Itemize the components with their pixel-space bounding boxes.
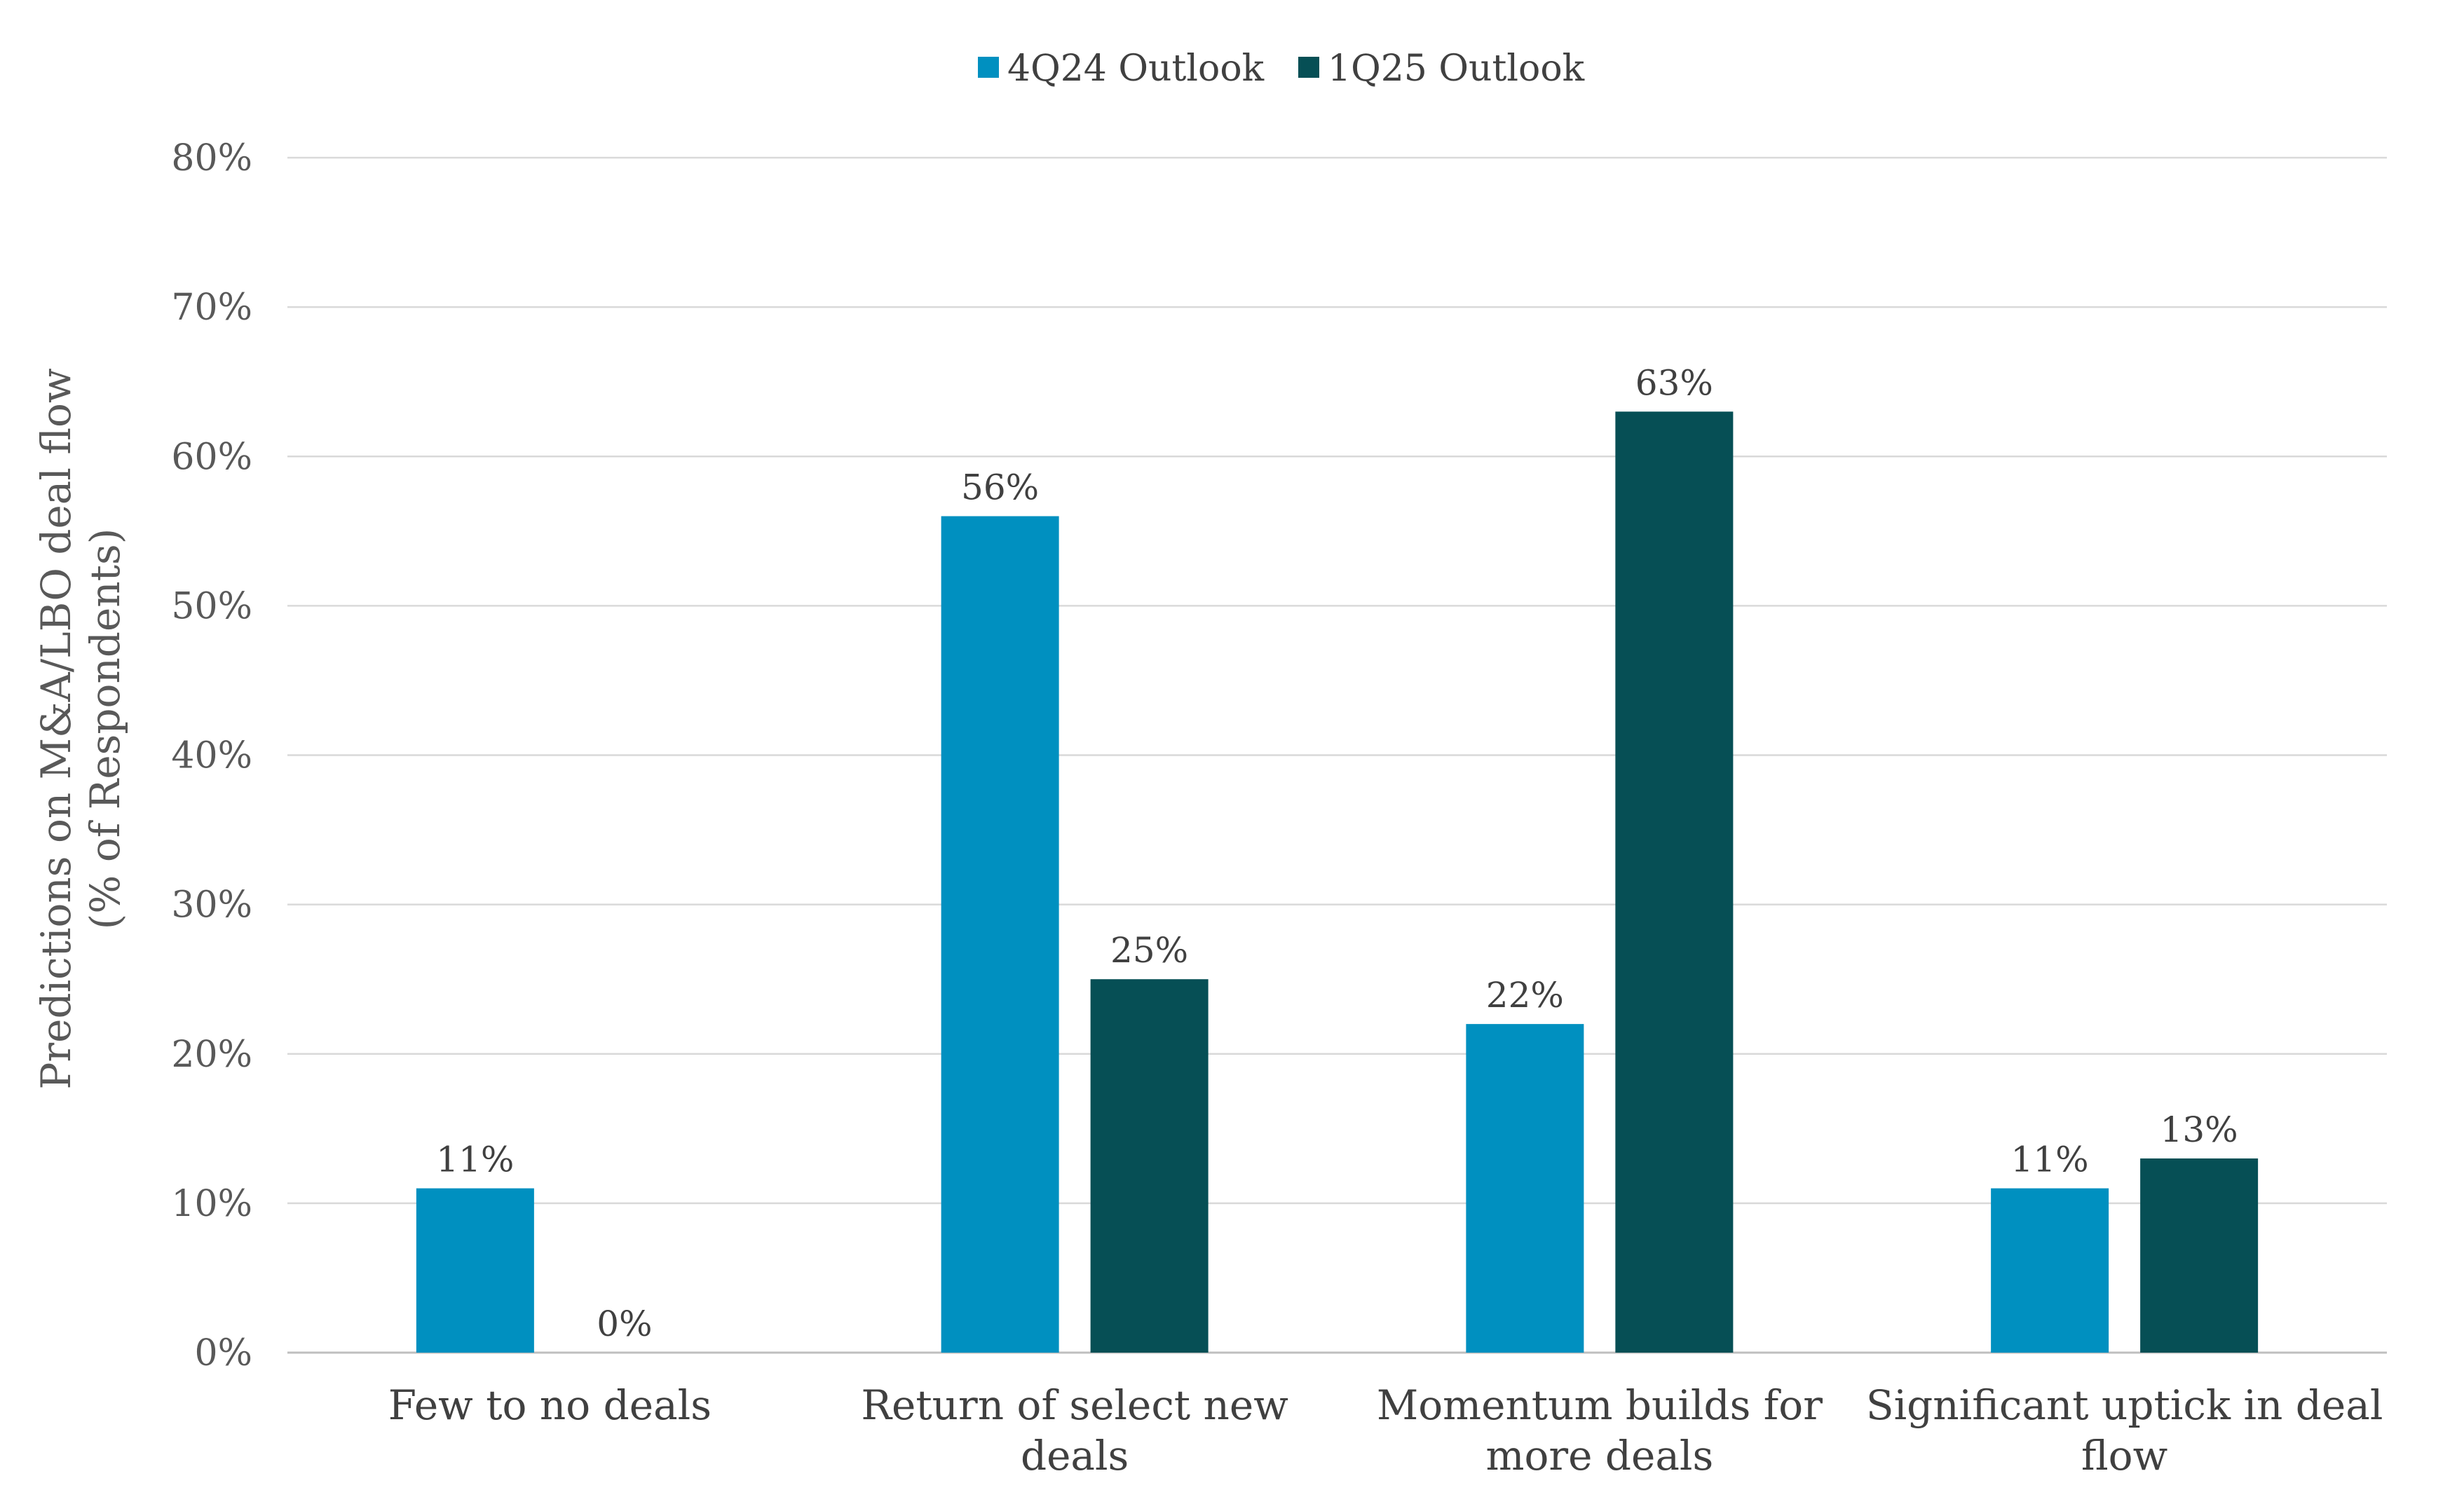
x-category-label: Return of select new deals (861, 1381, 1288, 1479)
bar-series2-cat3 (1615, 411, 1734, 1353)
data-labels: 11% 56% 22% 11% 0% 25% 63% 13% (436, 362, 2238, 1344)
legend-swatch (1298, 57, 1319, 78)
bar-series1-cat1 (416, 1188, 534, 1353)
y-tick-label: 20% (171, 1034, 252, 1076)
data-label: 11% (2011, 1140, 2089, 1180)
y-tick-label: 70% (171, 287, 252, 329)
y-tick-label: 80% (171, 137, 252, 179)
y-tick-label: 10% (171, 1183, 252, 1225)
x-axis-category-labels: Few to no deals Return of select new deals… (388, 1381, 2383, 1479)
y-axis-title: Predictions on M&A/LBO deal flow(% of Re… (32, 368, 129, 1089)
gridlines (287, 156, 2387, 1354)
legend-label: 1Q25 Outlook (1328, 48, 1585, 90)
data-label: 63% (1635, 362, 1713, 403)
bar-series1-cat2 (941, 516, 1059, 1353)
bar-series1-cat3 (1466, 1024, 1584, 1353)
legend: 4Q24 Outlook 1Q25 Outlook (978, 48, 1585, 90)
data-label: 56% (961, 467, 1039, 508)
bar-series1-cat4 (1991, 1188, 2109, 1353)
y-tick-label: 0% (195, 1332, 253, 1374)
bar-series2-cat4 (2140, 1158, 2259, 1353)
bars (416, 411, 2259, 1353)
y-tick-label: 60% (171, 436, 252, 478)
data-label: 22% (1486, 975, 1564, 1016)
data-label: 11% (436, 1140, 514, 1180)
data-label: 0% (597, 1304, 652, 1344)
y-tick-label: 30% (171, 884, 252, 927)
y-tick-label: 40% (171, 735, 252, 777)
legend-label: 4Q24 Outlook (1007, 48, 1265, 90)
x-category-label: Momentum builds for more deals (1377, 1381, 1823, 1479)
x-category-label: Significant uptick in deal flow (1866, 1381, 2383, 1479)
y-tick-label: 50% (171, 585, 252, 627)
data-label: 13% (2160, 1109, 2238, 1150)
x-category-label: Few to no deals (388, 1381, 712, 1429)
data-label: 25% (1110, 930, 1188, 971)
bar-series2-cat2 (1090, 979, 1209, 1353)
y-axis-tick-labels: 0% 10% 20% 30% 40% 50% 60% 70% 80% (171, 137, 252, 1374)
legend-swatch (978, 57, 999, 78)
